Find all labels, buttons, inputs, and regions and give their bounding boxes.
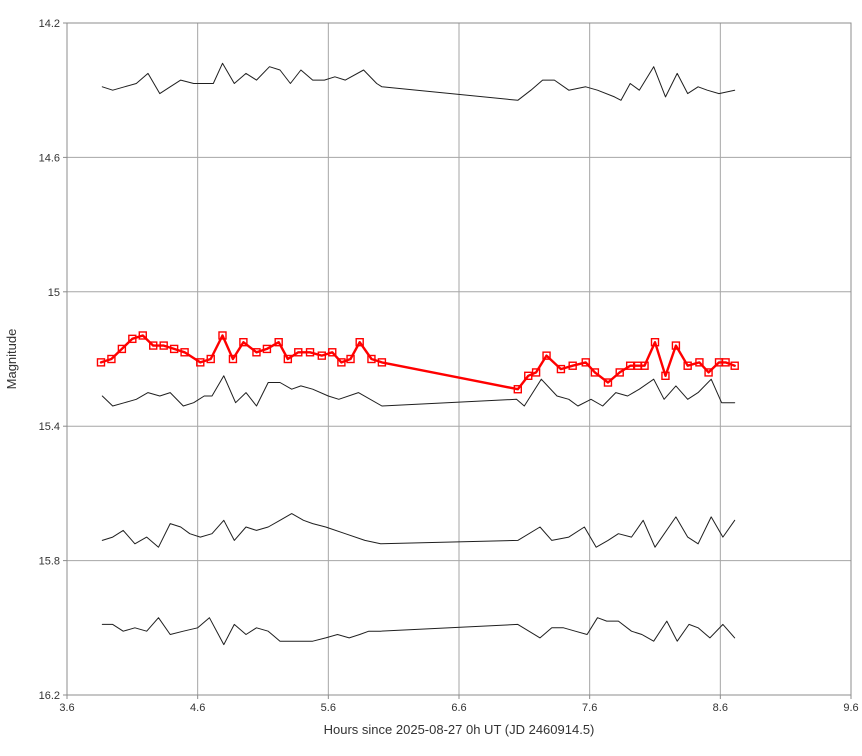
x-axis-title: Hours since 2025-08-27 0h UT (JD 2460914… [324, 722, 595, 737]
data-point-marker-target-star-red [615, 368, 624, 377]
data-point-marker-target-star-red [683, 361, 692, 370]
y-tick-label-15.4: 15.4 [39, 421, 60, 433]
y-tick-label-14.2: 14.2 [39, 18, 60, 30]
data-point-marker-target-star-red [542, 351, 551, 360]
data-point-marker-target-star-red [568, 361, 577, 370]
data-point-marker-target-star-red [556, 364, 566, 374]
y-tick-label-14.6: 14.6 [39, 152, 60, 164]
data-point-marker-target-star-red [625, 361, 635, 370]
data-point-marker-target-star-red [721, 358, 730, 367]
data-point-marker-target-star-red [274, 338, 283, 347]
x-tick-label-7.6: 7.6 [582, 702, 597, 714]
data-point-marker-target-star-red [603, 378, 613, 387]
data-point-marker-target-star-red [128, 334, 137, 344]
y-tick-label-16.2: 16.2 [39, 690, 60, 702]
data-point-marker-target-star-red [704, 368, 713, 377]
data-point-marker-target-star-red [206, 354, 215, 364]
series-line-comparison-line-1 [101, 62, 736, 101]
y-tick-label-15: 15 [48, 287, 60, 299]
data-point-marker-target-star-red [337, 358, 346, 367]
data-point-marker-target-star-red [305, 348, 315, 357]
series-line-comparison-line-3 [101, 513, 736, 548]
x-tick-label-3.6: 3.6 [59, 702, 74, 714]
data-point-marker-target-star-red [239, 338, 248, 347]
data-point-marker-target-star-red [169, 344, 179, 354]
data-point-marker-target-star-red [218, 331, 227, 340]
data-point-marker-target-star-red [531, 368, 541, 377]
data-point-marker-target-star-red [96, 358, 106, 367]
data-point-marker-target-star-red [180, 348, 189, 357]
data-point-marker-target-star-red [117, 344, 127, 354]
data-point-marker-target-star-red [581, 358, 590, 367]
data-point-marker-target-star-red [671, 341, 681, 350]
series-line-comparison-line-2 [101, 375, 736, 407]
data-point-marker-target-star-red [590, 368, 600, 377]
data-point-marker-target-star-red [524, 371, 533, 380]
data-point-marker-target-star-red [355, 338, 364, 347]
data-point-marker-target-star-red [252, 348, 261, 357]
x-tick-label-8.6: 8.6 [713, 702, 728, 714]
data-point-marker-target-star-red [730, 361, 739, 370]
data-point-marker-target-star-red [196, 358, 205, 367]
data-point-marker-target-star-red [367, 354, 376, 364]
series-line-target-star-red [99, 334, 736, 391]
data-point-marker-target-star-red [377, 358, 387, 367]
data-point-marker-target-star-red [513, 385, 522, 394]
series-line-comparison-line-4 [101, 617, 736, 646]
data-point-marker-target-star-red [228, 354, 238, 364]
data-point-marker-target-star-red [159, 341, 168, 350]
data-point-marker-target-star-red [262, 344, 272, 354]
tick-layer: 3.6 4.6 5.6 6.6 7.6 8.6 9.6 14.2 14.6 15 15.4 15.8 1… [39, 18, 859, 714]
data-point-marker-target-star-red [650, 338, 660, 347]
data-point-marker-target-star-red [346, 354, 355, 364]
y-axis-title: Magnitude [4, 329, 19, 390]
data-point-marker-target-star-red [695, 358, 704, 367]
data-point-marker-target-star-red [283, 354, 293, 364]
data-point-marker-target-star-red [317, 351, 326, 360]
series-layer [96, 62, 739, 646]
x-tick-label-4.6: 4.6 [190, 702, 205, 714]
grid-layer [67, 23, 851, 695]
data-point-marker-target-star-red [138, 331, 147, 340]
data-point-marker-target-star-red [640, 361, 649, 370]
data-point-marker-target-star-red [107, 354, 116, 364]
x-tick-label-5.6: 5.6 [321, 702, 336, 714]
x-tick-label-6.6: 6.6 [451, 702, 466, 714]
data-point-marker-target-star-red [328, 348, 337, 357]
data-point-marker-target-star-red [149, 341, 158, 350]
y-tick-label-15.8: 15.8 [39, 556, 60, 568]
x-tick-label-9.6: 9.6 [843, 702, 858, 714]
data-point-marker-target-star-red [661, 371, 670, 380]
data-point-marker-target-star-red [294, 348, 303, 357]
